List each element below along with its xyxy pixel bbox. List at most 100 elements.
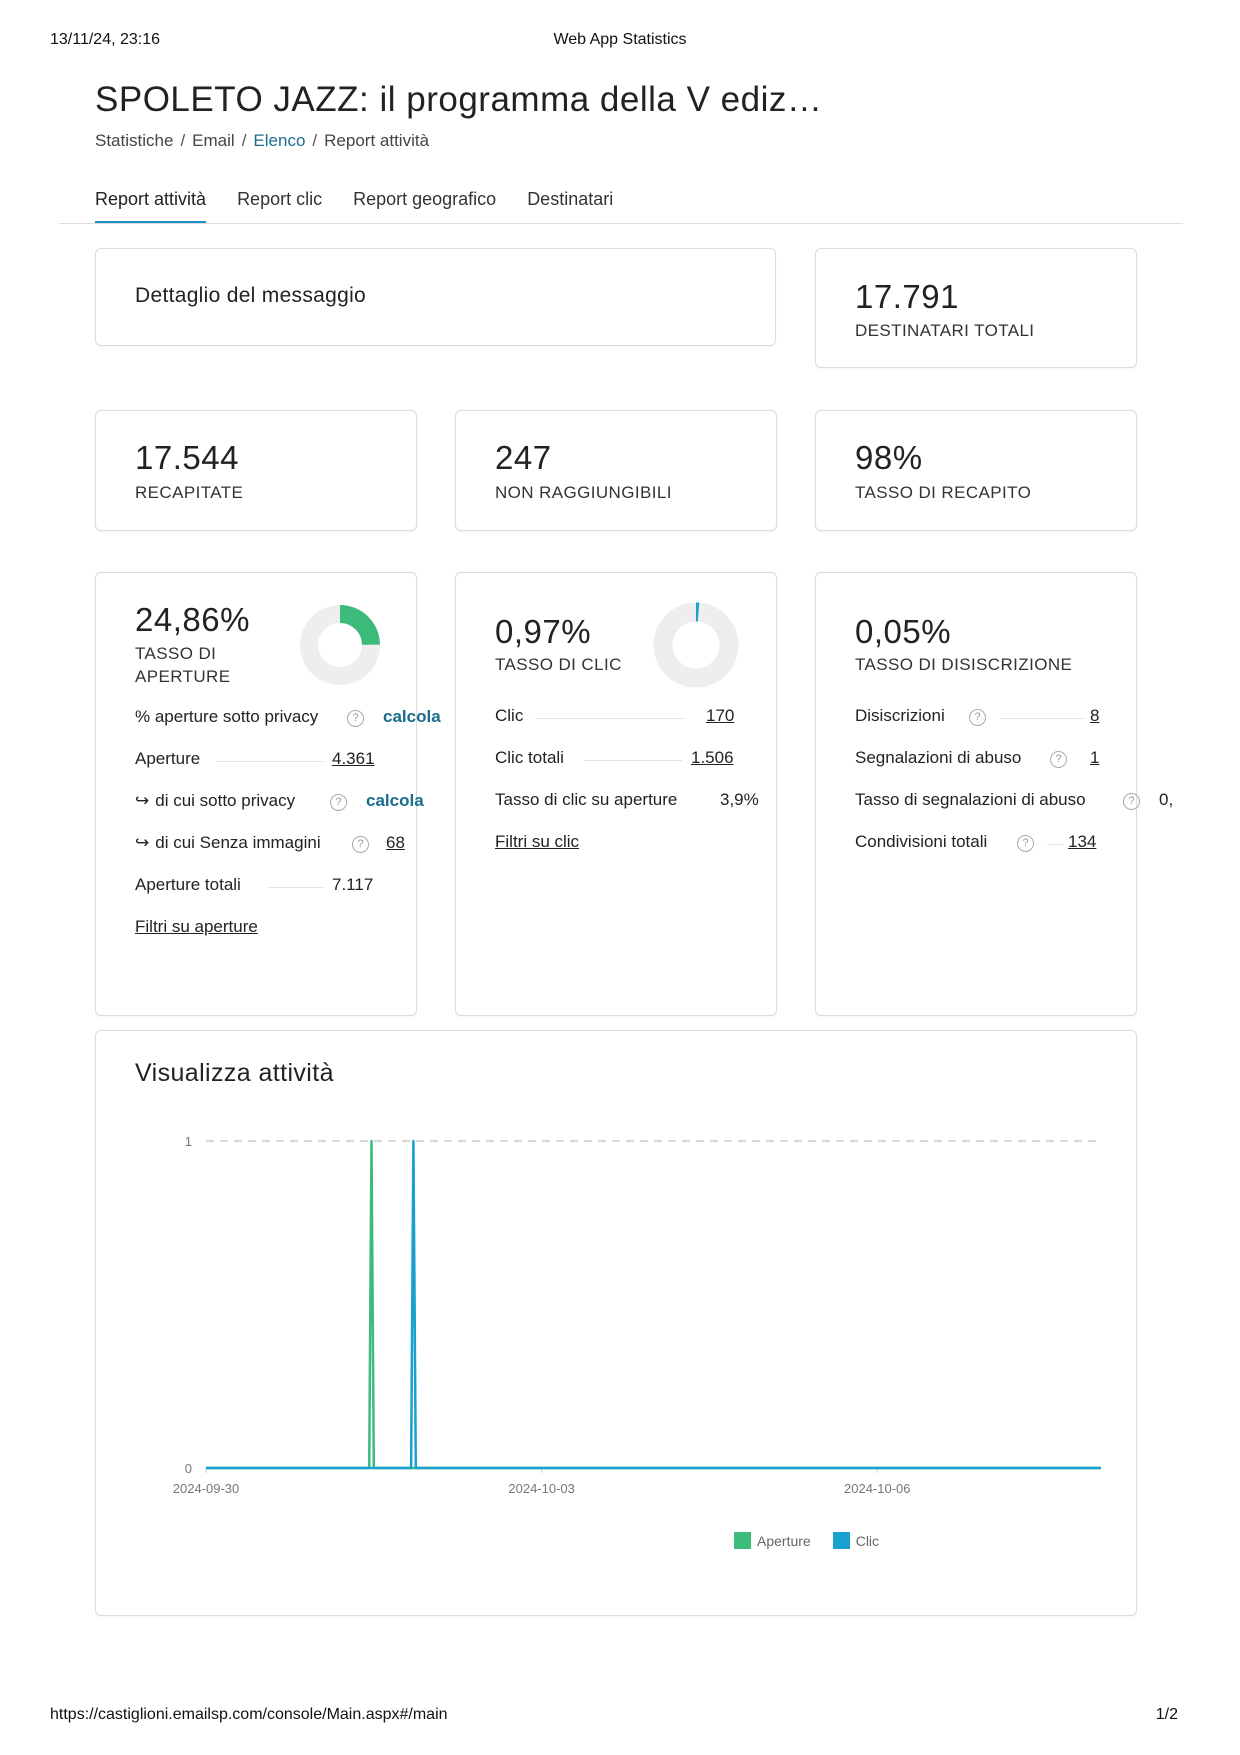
page-title: SPOLETO JAZZ: il programma della V ediz…: [95, 80, 823, 119]
abuse-rate-value: 0,: [1159, 790, 1174, 809]
unsub-rate-value: 0,05%: [855, 613, 952, 650]
opens-row: Aperture 4.361: [135, 749, 380, 771]
privacy-opens-label: % aperture sotto privacy: [135, 707, 319, 726]
arrow-return-icon: ↪: [135, 833, 150, 852]
delivery-rate-card: 98% TASSO DI RECAPITO: [815, 410, 1137, 531]
unsub-value-link[interactable]: 8: [1090, 706, 1100, 725]
y-tick-label: 0: [185, 1461, 192, 1476]
privacy-opens-row: % aperture sotto privacy ? calcola: [135, 707, 455, 729]
no-images-row: ↪ di cui Senza immagini ? 68: [135, 833, 405, 855]
question-circle-icon[interactable]: ?: [1123, 793, 1140, 810]
clicks-label: Clic: [495, 706, 524, 725]
print-datetime: 13/11/24, 23:16: [50, 31, 161, 48]
delivery-rate-value: 98%: [855, 439, 923, 476]
donut-opens-arc: [339, 605, 380, 646]
print-page-number: 1/2: [1155, 1706, 1178, 1723]
shares-label: Condivisioni totali: [855, 832, 988, 851]
unreachable-card: 247 NON RAGGIUNGIBILI: [455, 410, 777, 531]
legend-item-clic[interactable]: Clic: [832, 1532, 879, 1549]
opens-filter-link[interactable]: Filtri su aperture: [135, 917, 258, 936]
opens-label: Aperture: [135, 749, 201, 768]
question-circle-icon[interactable]: ?: [1050, 751, 1067, 768]
message-detail-heading: Dettaglio del messaggio: [135, 284, 367, 307]
unsub-row: Disiscrizioni ? 8: [855, 706, 1100, 728]
open-rate-label-line1: TASSO DI: [135, 644, 217, 663]
x-tick-label: 2024-10-06: [844, 1481, 911, 1496]
legend-swatch-aperture: [734, 1532, 751, 1549]
breadcrumb-statistiche: Statistiche: [95, 131, 174, 150]
privacy-opens-calcola-button[interactable]: calcola: [383, 707, 441, 726]
activity-chart-title: Visualizza attività: [135, 1059, 334, 1087]
total-recipients-label: DESTINATARI TOTALI: [855, 321, 1035, 340]
donut-track: [653, 602, 739, 688]
ctor-row: Tasso di clic su aperture 3,9%: [495, 790, 775, 812]
tab-report-clic[interactable]: Report clic: [237, 189, 323, 209]
abuse-label: Segnalazioni di abuso: [855, 748, 1022, 767]
arrow-return-icon: ↪: [135, 791, 150, 810]
y-tick-label: 1: [185, 1134, 192, 1149]
opens-value-link[interactable]: 4.361: [332, 749, 375, 768]
print-url: https://castiglioni.emailsp.com/console/…: [50, 1706, 448, 1723]
total-opens-row: Aperture totali 7.117: [135, 875, 380, 897]
click-rate-label: TASSO DI CLIC: [495, 655, 622, 674]
no-images-value-link[interactable]: 68: [386, 833, 405, 852]
breadcrumb-separator: /: [312, 131, 318, 150]
click-rate-donut: [653, 602, 739, 688]
no-images-label: di cui Senza immagini: [155, 833, 321, 852]
dotted-leader: [584, 760, 682, 761]
shares-value-link[interactable]: 134: [1068, 832, 1097, 851]
dotted-leader: [535, 718, 685, 719]
abuse-rate-label: Tasso di segnalazioni di abuso: [855, 790, 1086, 809]
opens-card: 24,86% TASSO DI APERTURE % aperture sott…: [95, 572, 441, 1016]
under-privacy-calcola-button[interactable]: calcola: [366, 791, 424, 810]
shares-row: Condivisioni totali ? 134: [855, 832, 1100, 854]
question-circle-icon[interactable]: ?: [1017, 835, 1034, 852]
total-clicks-row: Clic totali 1.506: [495, 748, 740, 770]
total-opens-value: 7.117: [332, 875, 374, 894]
dotted-leader: [268, 887, 323, 888]
open-rate-label-line2: APERTURE: [135, 667, 231, 686]
tabs-divider: [59, 223, 1183, 224]
unreachable-label: NON RAGGIUNGIBILI: [495, 483, 672, 502]
print-header: 13/11/24, 23:16 Web App Statistics: [0, 31, 1240, 53]
question-circle-icon[interactable]: ?: [347, 710, 364, 727]
clicks-row: Clic 170: [495, 706, 740, 728]
tab-destinatari[interactable]: Destinatari: [527, 189, 614, 209]
breadcrumb-elenco-link[interactable]: Elenco: [253, 131, 306, 150]
total-clicks-value-link[interactable]: 1.506: [691, 748, 734, 767]
print-title: Web App Statistics: [553, 31, 687, 48]
delivered-value: 17.544: [135, 439, 239, 476]
clicks-card: 0,97% TASSO DI CLIC Clic 170 Clic totali…: [455, 572, 777, 1016]
breadcrumb: Statistiche / Email / Elenco / Report attività: [95, 131, 429, 151]
clicks-filter-link[interactable]: Filtri su clic: [495, 832, 580, 851]
chart-legend: Aperture Clic: [734, 1532, 901, 1549]
delivery-rate-label: TASSO DI RECAPITO: [855, 483, 1032, 502]
series-line-aperture: [206, 1139, 1101, 1470]
tab-report-geografico[interactable]: Report geografico: [353, 189, 497, 209]
total-opens-label: Aperture totali: [135, 875, 241, 894]
dotted-leader: [1000, 718, 1085, 719]
activity-card: Visualizza attività 0 1 2024-09-30 2024-10-…: [95, 1030, 1137, 1616]
breadcrumb-current: Report attività: [324, 131, 430, 150]
clicks-value-link[interactable]: 170: [706, 706, 735, 725]
ctor-value: 3,9%: [720, 790, 759, 809]
breadcrumb-separator: /: [241, 131, 247, 150]
under-privacy-row: ↪ di cui sotto privacy ? calcola: [135, 791, 435, 813]
question-circle-icon[interactable]: ?: [352, 836, 369, 853]
open-rate-value: 24,86%: [135, 601, 250, 638]
open-rate-donut: [300, 605, 380, 685]
abuse-value-link[interactable]: 1: [1090, 748, 1100, 767]
click-rate-value: 0,97%: [495, 613, 592, 650]
legend-item-aperture[interactable]: Aperture: [734, 1532, 811, 1549]
total-recipients-value: 17.791: [855, 278, 959, 315]
tab-report-attivita[interactable]: Report attività: [95, 186, 207, 224]
ctor-label: Tasso di clic su aperture: [495, 790, 678, 809]
message-detail-card[interactable]: Dettaglio del messaggio: [95, 248, 776, 346]
question-circle-icon[interactable]: ?: [969, 709, 986, 726]
total-recipients-card: 17.791 DESTINATARI TOTALI: [815, 248, 1137, 368]
question-circle-icon[interactable]: ?: [330, 794, 347, 811]
abuse-row: Segnalazioni di abuso ? 1: [855, 748, 1100, 770]
total-clicks-label: Clic totali: [495, 748, 564, 767]
delivered-label: RECAPITATE: [135, 483, 244, 502]
breadcrumb-email: Email: [192, 131, 235, 150]
